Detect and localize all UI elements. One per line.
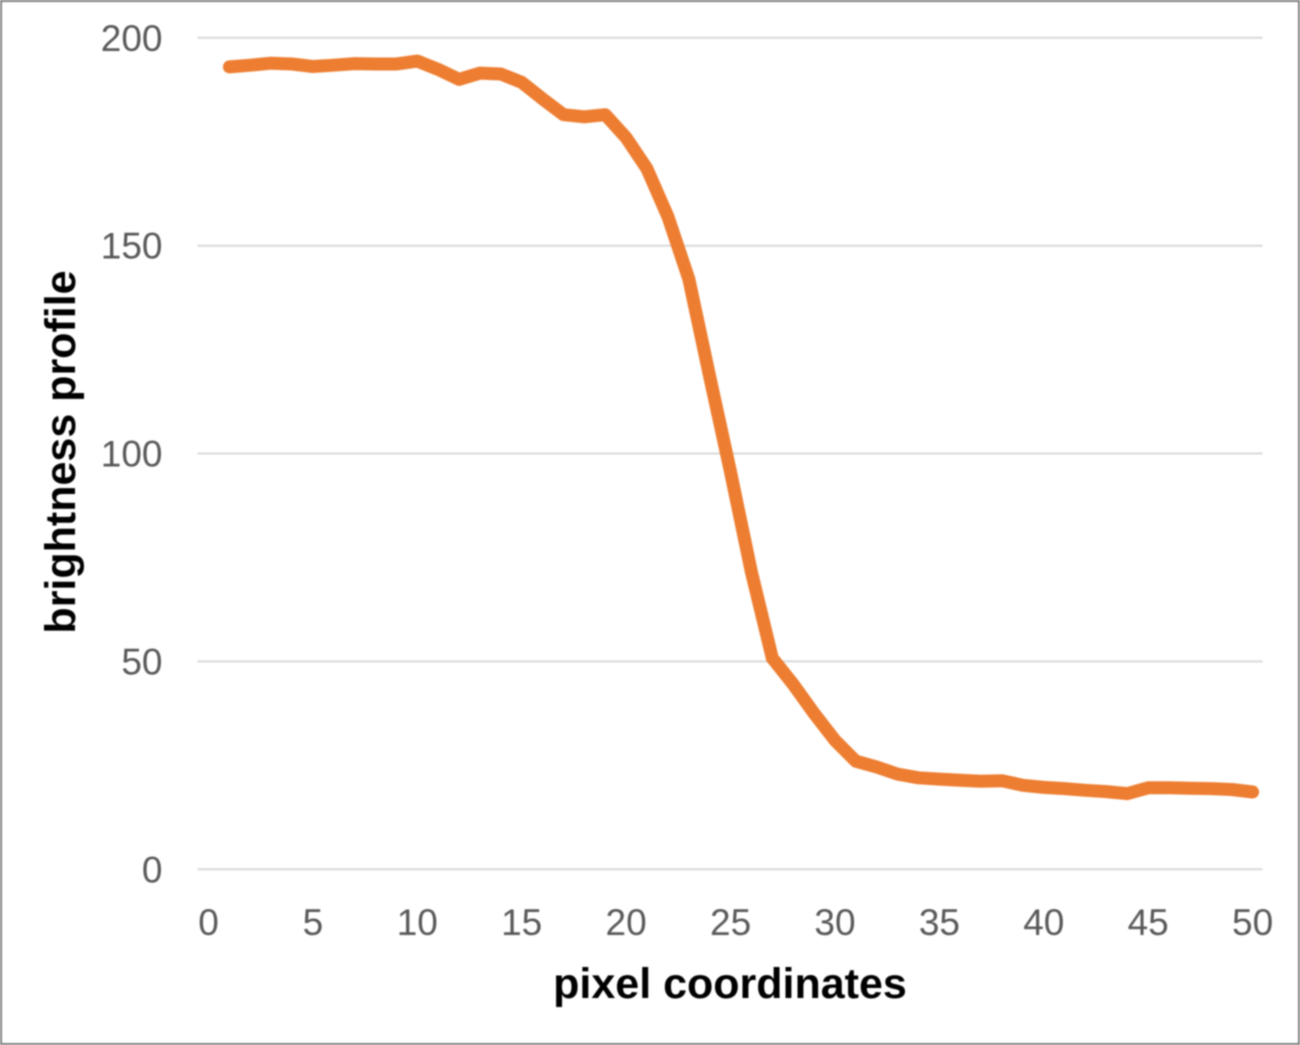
svg-text:15: 15 xyxy=(501,902,542,943)
svg-text:40: 40 xyxy=(1023,902,1064,943)
svg-text:45: 45 xyxy=(1128,902,1169,943)
svg-text:30: 30 xyxy=(814,902,855,943)
svg-text:35: 35 xyxy=(919,902,960,943)
svg-text:25: 25 xyxy=(710,902,751,943)
svg-text:50: 50 xyxy=(121,641,162,682)
svg-text:150: 150 xyxy=(101,226,163,267)
svg-text:200: 200 xyxy=(101,18,163,59)
svg-text:20: 20 xyxy=(606,902,647,943)
svg-text:100: 100 xyxy=(101,434,163,475)
svg-text:5: 5 xyxy=(303,902,324,943)
svg-text:brightness profile: brightness profile xyxy=(37,270,85,633)
svg-text:pixel coordinates: pixel coordinates xyxy=(553,960,907,1008)
svg-text:10: 10 xyxy=(397,902,438,943)
svg-text:50: 50 xyxy=(1232,902,1273,943)
svg-text:0: 0 xyxy=(142,849,163,890)
svg-text:0: 0 xyxy=(198,902,219,943)
